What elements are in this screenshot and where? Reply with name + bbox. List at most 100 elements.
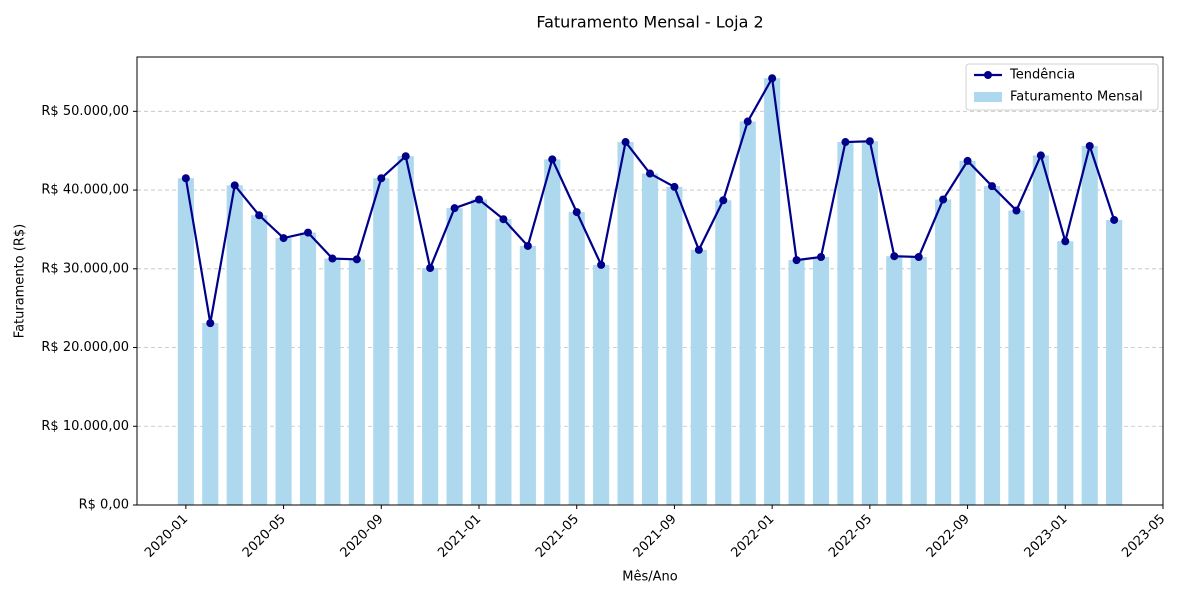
bar bbox=[861, 141, 878, 506]
trend-point bbox=[426, 264, 435, 273]
bar bbox=[1032, 155, 1049, 505]
x-tick-label: 2023-05 bbox=[1119, 512, 1168, 561]
trend-point bbox=[939, 195, 948, 204]
trend-point bbox=[719, 196, 728, 205]
bar bbox=[422, 268, 439, 505]
bar bbox=[959, 160, 976, 506]
bar bbox=[910, 256, 927, 505]
bar bbox=[983, 186, 1001, 505]
trend-point bbox=[255, 211, 264, 220]
x-tick-label: 2021-01 bbox=[435, 512, 484, 561]
trend-point bbox=[181, 174, 190, 183]
trend-point bbox=[352, 255, 361, 264]
bar bbox=[1008, 210, 1025, 505]
bar bbox=[1106, 219, 1123, 506]
trend-point bbox=[621, 138, 630, 147]
x-tick-label: 2021-05 bbox=[533, 512, 582, 561]
legend-marker bbox=[984, 71, 992, 79]
trend-point bbox=[865, 137, 874, 146]
y-tick-label: R$ 20.000,00 bbox=[41, 340, 129, 355]
trend-point bbox=[304, 228, 312, 237]
trend-point bbox=[230, 181, 239, 190]
trend-point bbox=[1061, 237, 1070, 246]
bar bbox=[788, 260, 805, 505]
x-tick-label: 2020-05 bbox=[240, 512, 289, 561]
bar bbox=[1081, 145, 1098, 505]
trend-point bbox=[694, 245, 703, 254]
legend-box bbox=[965, 63, 1159, 111]
legend-swatch bbox=[974, 92, 1002, 102]
trend-point bbox=[499, 215, 508, 224]
bar bbox=[177, 178, 194, 505]
bar bbox=[519, 245, 536, 506]
bar bbox=[739, 121, 756, 506]
trend-point bbox=[1036, 151, 1045, 160]
bar bbox=[299, 232, 317, 506]
trend-point bbox=[1110, 215, 1119, 224]
trend-point bbox=[328, 254, 337, 263]
bar bbox=[715, 200, 732, 506]
trend-point bbox=[1012, 206, 1021, 215]
x-tick-label: 2022-01 bbox=[728, 512, 777, 561]
trend-point bbox=[572, 208, 581, 217]
x-tick-label: 2022-05 bbox=[826, 512, 875, 561]
y-axis-label: Faturamento (R$) bbox=[13, 224, 28, 338]
bar bbox=[812, 256, 830, 505]
chart-title: Faturamento Mensal - Loja 2 bbox=[536, 13, 763, 32]
bar bbox=[324, 258, 341, 505]
x-tick-label: 2023-01 bbox=[1022, 512, 1071, 561]
trend-point bbox=[523, 241, 532, 250]
trend-point bbox=[401, 152, 410, 161]
trend-point bbox=[768, 74, 777, 83]
trend-point bbox=[670, 182, 679, 191]
bar bbox=[764, 78, 781, 505]
y-tick-label: R$ 0,00 bbox=[79, 498, 129, 513]
trend-point bbox=[279, 234, 288, 243]
bar bbox=[251, 215, 268, 505]
trend-point bbox=[597, 260, 606, 269]
trend-point bbox=[890, 252, 899, 261]
bar bbox=[1057, 241, 1074, 505]
bar bbox=[886, 256, 903, 505]
bar bbox=[495, 219, 512, 505]
bar bbox=[397, 156, 414, 505]
bar bbox=[544, 159, 561, 505]
bar bbox=[446, 208, 463, 505]
x-tick-label: 2021-09 bbox=[631, 512, 680, 561]
bar bbox=[202, 323, 219, 505]
trend-point bbox=[792, 256, 801, 265]
bar bbox=[275, 238, 292, 505]
trend-point bbox=[206, 319, 215, 328]
x-axis-label: Mês/Ano bbox=[622, 570, 677, 585]
x-tick-label: 2020-01 bbox=[142, 512, 191, 561]
y-tick-label: R$ 40.000,00 bbox=[41, 183, 129, 198]
bar bbox=[593, 264, 610, 505]
bar bbox=[690, 249, 707, 505]
bar bbox=[348, 259, 365, 505]
trend-point bbox=[475, 195, 483, 204]
trend-point bbox=[1085, 141, 1094, 150]
legend-label: Tendência bbox=[1009, 68, 1075, 83]
y-tick-label: R$ 50.000,00 bbox=[41, 104, 129, 119]
trend-point bbox=[841, 138, 850, 147]
axes-frame bbox=[136, 56, 1164, 506]
trend-point bbox=[817, 252, 825, 261]
bar bbox=[226, 185, 243, 505]
trend-point bbox=[646, 169, 654, 178]
bar bbox=[470, 199, 488, 506]
trend-point bbox=[988, 182, 996, 191]
trend-point bbox=[914, 252, 923, 261]
trend-point bbox=[743, 117, 752, 126]
bar bbox=[935, 199, 952, 506]
bar bbox=[617, 142, 634, 505]
bar bbox=[568, 212, 585, 505]
y-tick-label: R$ 30.000,00 bbox=[41, 261, 129, 276]
trend-point bbox=[450, 204, 459, 213]
x-tick-label: 2020-09 bbox=[338, 512, 387, 561]
trend-point bbox=[963, 156, 972, 165]
bar bbox=[641, 173, 659, 506]
trend-point bbox=[377, 174, 386, 183]
bar bbox=[666, 186, 683, 506]
x-tick-label: 2022-09 bbox=[924, 512, 973, 561]
